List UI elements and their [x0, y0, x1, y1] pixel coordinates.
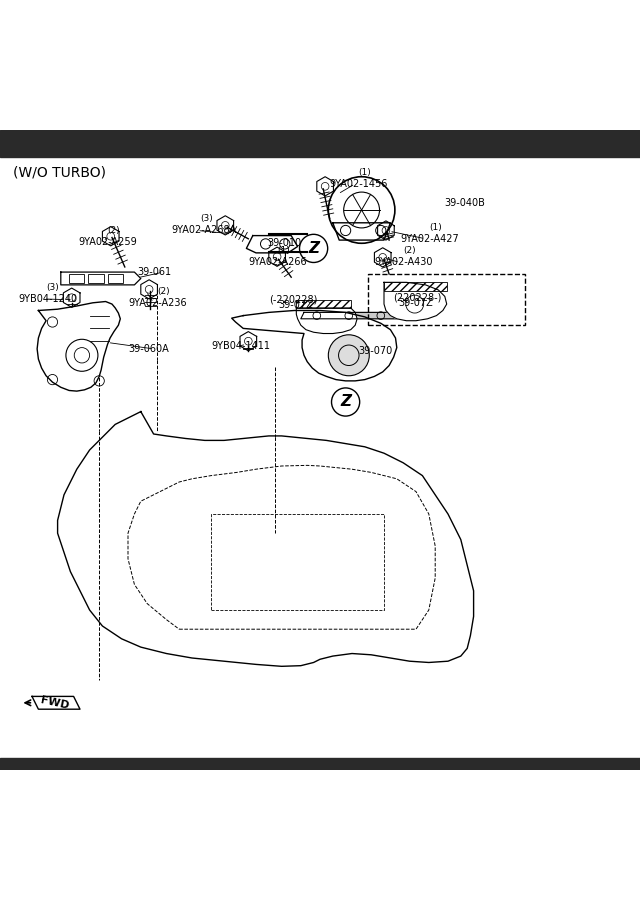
Text: 39-010: 39-010: [268, 238, 301, 248]
Bar: [0, 759, 640, 770]
Circle shape: [328, 335, 369, 376]
Text: Z: Z: [340, 394, 351, 410]
Text: (2): (2): [157, 287, 170, 296]
Text: 9YA02-A266: 9YA02-A266: [248, 257, 307, 267]
Text: (3): (3): [200, 214, 213, 223]
Polygon shape: [232, 310, 397, 381]
Text: 9YB04-1240: 9YB04-1240: [18, 294, 77, 304]
Text: (1): (1): [358, 167, 371, 176]
Bar: [69, 274, 84, 283]
Bar: [0, 130, 640, 157]
Bar: [296, 301, 351, 308]
Text: (1): (1): [277, 247, 290, 256]
Polygon shape: [61, 272, 141, 285]
Text: 9YB04-1411: 9YB04-1411: [211, 341, 270, 351]
Text: 9YA02-A268A: 9YA02-A268A: [172, 226, 237, 236]
Bar: [384, 283, 447, 292]
Text: 9YA02-A427: 9YA02-A427: [400, 234, 459, 244]
Text: 9YA02-A236: 9YA02-A236: [128, 298, 187, 308]
Polygon shape: [37, 302, 120, 392]
Text: (220228-): (220228-): [394, 292, 442, 302]
Polygon shape: [301, 312, 400, 319]
Text: (3): (3): [47, 283, 60, 292]
Text: (1): (1): [429, 223, 442, 232]
Polygon shape: [384, 283, 447, 320]
Polygon shape: [333, 223, 390, 240]
Text: Z: Z: [308, 241, 319, 256]
Bar: [88, 274, 104, 283]
Text: 39-060A: 39-060A: [128, 344, 169, 354]
Text: (W/O TURBO): (W/O TURBO): [13, 166, 106, 179]
Text: (2): (2): [403, 247, 416, 256]
Text: 9YA02-1456: 9YA02-1456: [330, 179, 388, 189]
Text: 9YA02-A259: 9YA02-A259: [78, 237, 137, 247]
Text: (2): (2): [107, 226, 120, 235]
Text: 39-061: 39-061: [138, 267, 172, 277]
Polygon shape: [296, 308, 357, 334]
Text: 39-07Z: 39-07Z: [278, 301, 313, 310]
Polygon shape: [32, 697, 80, 709]
Text: 9YA02-A430: 9YA02-A430: [374, 257, 433, 267]
Text: 39-07Z: 39-07Z: [398, 299, 433, 309]
Text: FWD: FWD: [39, 695, 70, 711]
Polygon shape: [246, 236, 298, 253]
Bar: [108, 274, 123, 283]
Bar: [368, 274, 525, 325]
Text: (-220228): (-220228): [269, 294, 317, 304]
Text: 39-040B: 39-040B: [445, 198, 486, 208]
Text: 39-070: 39-070: [358, 346, 393, 356]
